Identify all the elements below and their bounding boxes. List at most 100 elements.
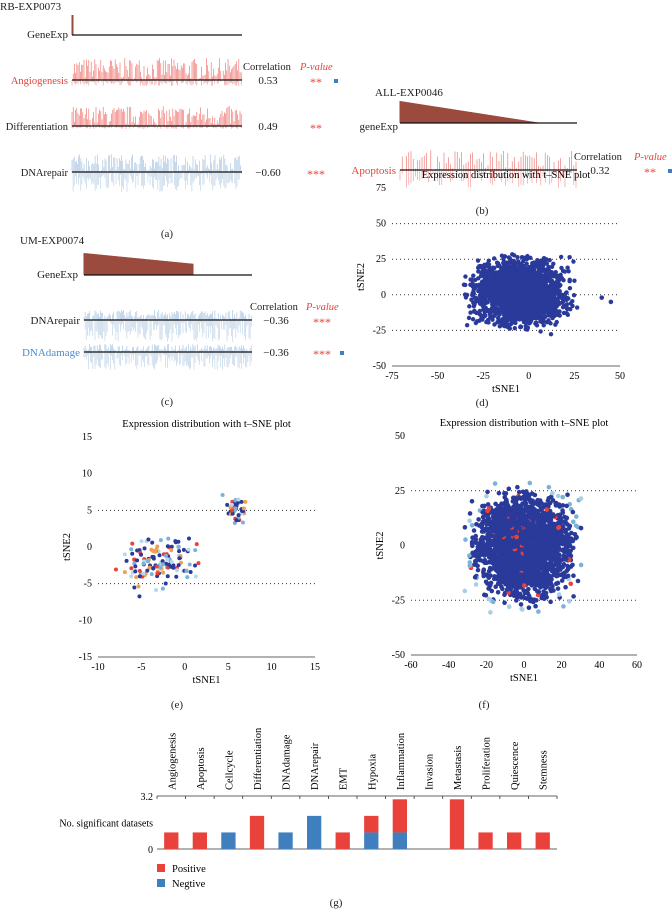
x-tick-label: -75 (385, 371, 398, 382)
scatter-point (518, 262, 524, 267)
chart-title: Expression distribution with t–SNE plot (122, 419, 291, 430)
scatter-point (145, 559, 150, 564)
scatter-point (184, 568, 189, 573)
y-tick-label: 0 (400, 541, 405, 552)
scatter-point (543, 314, 548, 319)
scatter-point (229, 502, 234, 507)
scatter-point (186, 547, 191, 552)
scatter-point (510, 290, 516, 296)
correlation-header: Correlation (250, 302, 299, 313)
scatter-point (513, 318, 518, 324)
scatter-point (486, 285, 492, 290)
x-tick-label: -10 (91, 662, 104, 673)
scatter-point (491, 270, 496, 276)
tsne-plot-f: Expression distribution with t–SNE plot -… (375, 418, 642, 684)
scatter-point (555, 283, 560, 289)
scatter-point (464, 323, 470, 328)
scatter-point (193, 574, 198, 579)
scatter-point (500, 292, 506, 298)
scatter-point (537, 271, 542, 276)
scatter-point (130, 551, 135, 556)
scatter-point (555, 286, 560, 292)
scatter-point (166, 536, 171, 541)
scatter-point (175, 568, 180, 573)
scatter-point (502, 310, 507, 315)
scatter-point (519, 284, 524, 289)
scatter-point (488, 309, 494, 315)
y-tick-label: 0 (87, 542, 92, 553)
row-label-geneexp: GeneExp (27, 29, 68, 41)
scatter-point (474, 319, 480, 324)
x-tick-label: 0 (522, 660, 527, 671)
dataset-title-c: UM-EXP0074 (20, 235, 85, 247)
scatter-point (163, 553, 168, 558)
scatter-point (157, 553, 162, 558)
row-label-apoptosis: Apoptosis (351, 165, 396, 177)
scatter-point (532, 285, 537, 291)
scatter-point (470, 317, 476, 322)
scatter-point (497, 312, 502, 317)
scatter-point (566, 269, 571, 274)
scatter-point (548, 278, 554, 284)
x-tick-label: 40 (594, 660, 604, 671)
scatter-point (528, 267, 533, 273)
scatter-point (571, 259, 576, 264)
scatter-point (549, 285, 555, 290)
scatter-point (145, 568, 150, 573)
scatter-point (535, 304, 540, 309)
scatter-point (483, 272, 489, 277)
x-tick-label: -50 (431, 371, 444, 382)
scatter-point (504, 318, 510, 324)
panel-label-b: (b) (476, 205, 489, 217)
scatter-point (477, 312, 483, 317)
scatter-point (480, 302, 485, 308)
y-tick-label: -25 (373, 325, 386, 336)
scatter-point (516, 259, 521, 264)
scatter-point (122, 570, 127, 575)
scatter-point (495, 261, 501, 266)
marker-square (668, 169, 672, 173)
scatter-point (137, 594, 142, 599)
scatter-point (556, 312, 561, 317)
scatter-point (501, 320, 506, 325)
scatter-point (517, 312, 522, 317)
scatter-point (133, 569, 138, 574)
gene-exp-trace-b (399, 101, 577, 124)
scatter-point (574, 305, 580, 310)
row-label-geneexp: geneExp (360, 121, 399, 133)
scatter-point (549, 264, 555, 270)
scatter-point (492, 322, 497, 327)
scatter-point (554, 319, 559, 325)
x-tick-label: 25 (569, 371, 579, 382)
scatter-point (599, 295, 605, 300)
scatter-point (520, 293, 526, 299)
scatter-point (113, 567, 118, 572)
x-tick-label: -5 (137, 662, 145, 673)
scatter-point (507, 286, 512, 291)
scatter-point (514, 282, 519, 288)
correlation-header: Correlation (574, 152, 623, 163)
scatter-point (608, 299, 614, 305)
scatter-point (139, 539, 144, 544)
scatter-point (171, 565, 176, 570)
y-axis-label: tSNE2 (375, 531, 386, 559)
scatter-point (550, 315, 555, 321)
scatter-point (540, 300, 545, 306)
scatter-point (545, 272, 551, 278)
scatter-point (565, 306, 570, 311)
scatter-point (559, 292, 565, 298)
scatter-point (194, 542, 199, 547)
scatter-point (504, 322, 510, 328)
scatter-point (532, 262, 538, 268)
correlation-value: −0.60 (255, 167, 281, 179)
scatter-point (547, 308, 553, 313)
x-tick-label: 20 (557, 660, 567, 671)
scatter-point (524, 272, 529, 278)
scatter-point (550, 291, 555, 297)
y-tick-label: -5 (84, 579, 92, 590)
x-tick-label: 0 (526, 371, 531, 382)
dataset-title-a: RB-EXP0073 (0, 1, 62, 13)
scatter-point (518, 308, 523, 313)
scatter-point (541, 255, 547, 261)
